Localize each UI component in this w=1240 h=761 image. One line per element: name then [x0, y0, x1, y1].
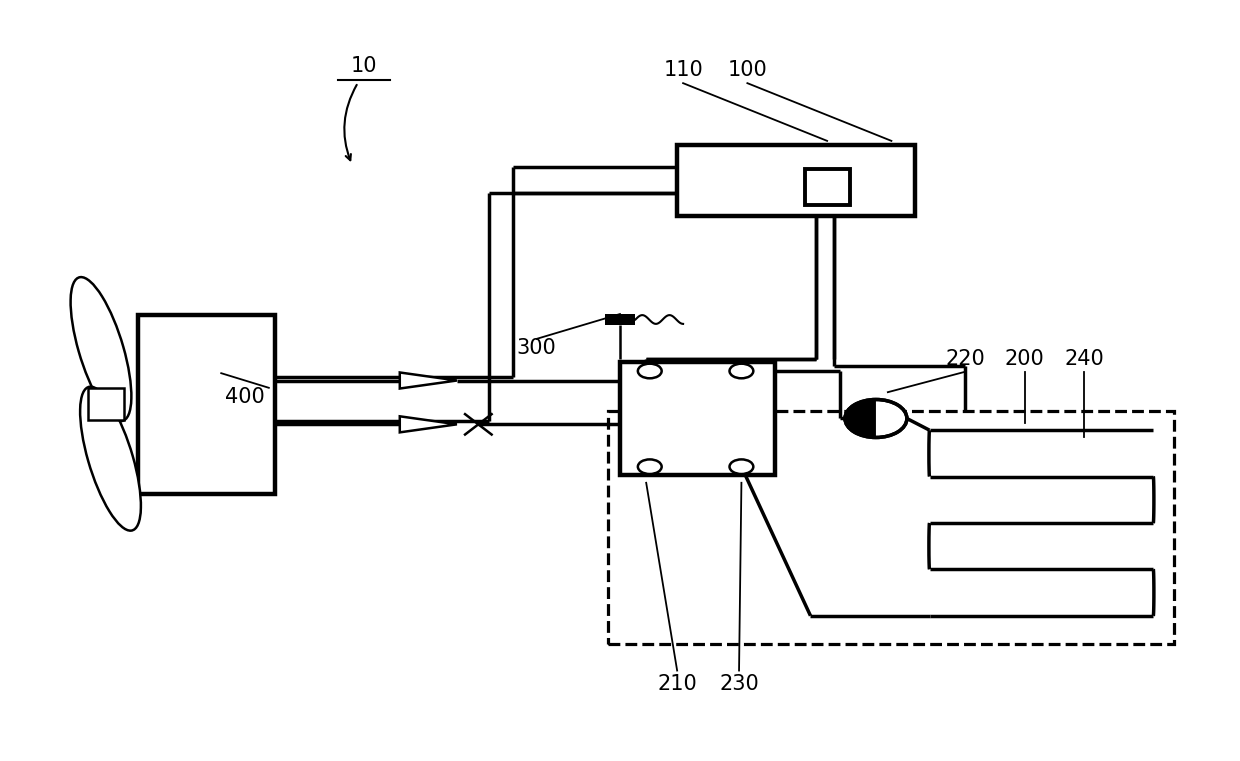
- Text: 100: 100: [728, 60, 768, 80]
- Text: 230: 230: [719, 673, 759, 694]
- Circle shape: [729, 460, 754, 474]
- Circle shape: [729, 364, 754, 378]
- Text: 240: 240: [1064, 349, 1104, 368]
- Text: 220: 220: [945, 349, 985, 368]
- Text: 10: 10: [351, 56, 377, 76]
- Bar: [805, 169, 849, 205]
- Circle shape: [844, 400, 906, 438]
- Text: 200: 200: [1004, 349, 1044, 368]
- Polygon shape: [399, 416, 456, 432]
- Wedge shape: [844, 400, 875, 438]
- Bar: [608, 411, 1173, 644]
- Ellipse shape: [81, 387, 141, 530]
- Bar: [138, 315, 275, 494]
- Bar: [677, 145, 915, 216]
- Circle shape: [637, 460, 662, 474]
- Text: 400: 400: [226, 387, 265, 406]
- Bar: [620, 362, 775, 476]
- Circle shape: [637, 364, 662, 378]
- Text: 110: 110: [663, 60, 703, 80]
- Ellipse shape: [71, 277, 131, 421]
- Text: 210: 210: [657, 673, 697, 694]
- Bar: [88, 388, 124, 420]
- Text: 300: 300: [517, 338, 557, 358]
- Polygon shape: [399, 372, 456, 389]
- Bar: [605, 314, 635, 325]
